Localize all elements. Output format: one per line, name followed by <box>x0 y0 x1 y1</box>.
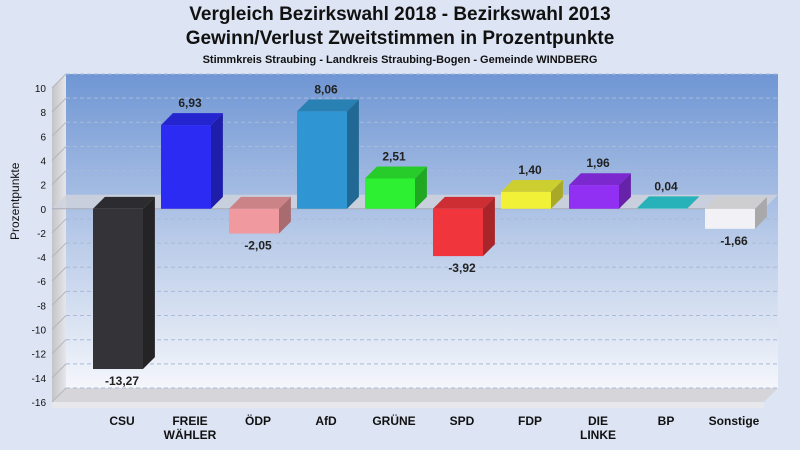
bar <box>705 208 755 229</box>
x-tick-label: Sonstige <box>709 414 760 428</box>
data-label: 1,40 <box>518 163 542 177</box>
bar <box>637 208 687 209</box>
data-label: 0,04 <box>654 179 678 193</box>
bar <box>569 185 619 209</box>
bar-top <box>297 99 359 112</box>
y-tick-label: -4 <box>37 253 46 264</box>
x-tick-label: SPD <box>450 414 475 428</box>
gridline-wall <box>51 266 67 282</box>
y-tick-label: -12 <box>32 350 47 361</box>
bar-side <box>347 99 359 209</box>
y-tick-label: -14 <box>32 374 47 385</box>
gridline-wall <box>51 339 67 355</box>
y-tick-label: 0 <box>40 205 46 216</box>
bar <box>229 208 279 234</box>
y-tick-label: 6 <box>40 132 46 143</box>
x-tick-label: FREIE <box>172 414 207 428</box>
data-label: -2,05 <box>244 239 272 253</box>
bar-top <box>501 179 563 192</box>
chart-title: Vergleich Bezirkswahl 2018 - Bezirkswahl… <box>189 4 611 25</box>
bar <box>501 191 551 209</box>
bar <box>297 111 347 209</box>
gridline-wall <box>51 218 67 234</box>
y-tick-label: -8 <box>37 301 46 312</box>
y-tick-label: -10 <box>32 326 47 337</box>
gridline-wall <box>51 121 67 137</box>
bar <box>93 208 143 370</box>
gridline-wall <box>51 291 67 306</box>
gridline-wall <box>51 363 67 379</box>
bar-top <box>705 196 767 209</box>
bar-top <box>93 196 155 209</box>
bar-side <box>143 196 155 370</box>
y-tick-label: -16 <box>32 398 47 409</box>
y-tick-label: 2 <box>40 181 46 192</box>
x-tick-label: AfD <box>315 414 337 428</box>
bar-side <box>483 196 495 257</box>
bar-top <box>569 173 631 186</box>
bar-top <box>161 113 223 126</box>
bar-side <box>415 166 427 209</box>
x-tick-label: CSU <box>109 414 134 428</box>
x-tick-label: BP <box>658 414 675 428</box>
data-label: -13,27 <box>105 374 139 388</box>
bar-side <box>755 196 767 229</box>
left-wall <box>52 74 66 402</box>
gridline-wall <box>51 146 67 161</box>
bar-top <box>433 196 495 209</box>
bar-top <box>637 196 699 209</box>
gridline-wall <box>51 242 67 258</box>
data-label: -1,66 <box>720 234 748 248</box>
bar-side <box>279 196 291 234</box>
y-tick-label: -6 <box>37 277 46 288</box>
y-tick-label: 10 <box>35 84 47 95</box>
x-tick-label: FDP <box>518 414 542 428</box>
gridline-wall <box>51 97 67 113</box>
gridline-wall <box>51 73 67 89</box>
x-tick-label: DIE <box>588 414 608 428</box>
bar-top <box>229 196 291 209</box>
x-tick-label-line2: LINKE <box>580 428 616 442</box>
data-label: 1,96 <box>586 156 610 170</box>
bar-side <box>687 196 699 209</box>
data-label: -3,92 <box>448 261 476 275</box>
gridline-wall <box>51 387 67 403</box>
x-tick-label-line2: WÄHLER <box>164 427 217 442</box>
bar-side <box>619 173 631 209</box>
x-tick-label: GRÜNE <box>372 413 415 428</box>
x-tick-label: ÖDP <box>245 413 271 428</box>
chart-subtitle: Gewinn/Verlust Zweitstimmen in Prozentpu… <box>185 28 615 49</box>
data-label: 2,51 <box>382 149 406 163</box>
y-tick-label: 4 <box>40 156 46 167</box>
gridline-wall <box>51 315 67 330</box>
bar-side <box>551 179 563 209</box>
y-tick-label: -2 <box>37 229 46 240</box>
floor <box>52 388 778 402</box>
bar-side <box>211 113 223 209</box>
y-tick-label: 8 <box>40 108 46 119</box>
chart-region-caption: Stimmkreis Straubing - Landkreis Straubi… <box>202 54 598 66</box>
bar <box>365 178 415 209</box>
bar <box>161 125 211 209</box>
gridline-wall <box>51 170 67 185</box>
bar-top <box>365 166 427 179</box>
data-label: 6,93 <box>178 96 202 110</box>
data-label: 8,06 <box>314 82 338 96</box>
bar <box>433 208 483 257</box>
floor-edge <box>52 402 764 408</box>
